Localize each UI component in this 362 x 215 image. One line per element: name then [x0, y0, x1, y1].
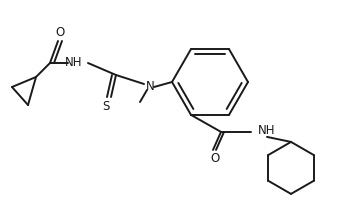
Text: NH: NH — [64, 55, 82, 69]
Text: S: S — [102, 100, 110, 112]
Text: O: O — [210, 152, 220, 165]
Text: NH: NH — [258, 124, 275, 137]
Text: N: N — [146, 80, 154, 92]
Text: O: O — [55, 26, 65, 38]
